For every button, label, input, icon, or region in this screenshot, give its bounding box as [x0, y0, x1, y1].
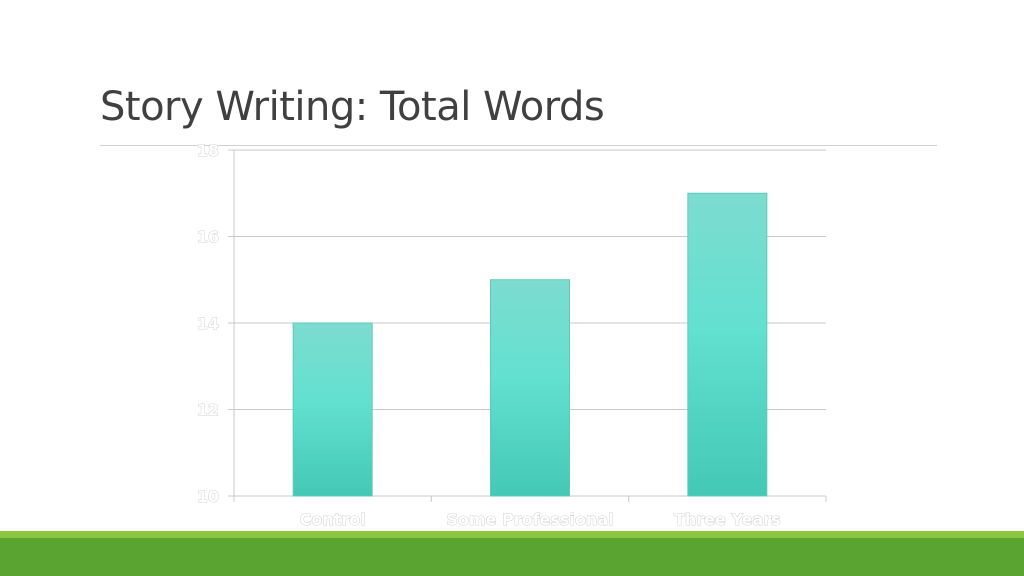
- y-tick-label: 10: [197, 487, 219, 506]
- y-tick-label: 12: [197, 401, 219, 420]
- y-tick-label: 16: [197, 228, 219, 247]
- x-category-label: Some Professional: [446, 510, 613, 529]
- footer-band-light: [0, 531, 1024, 538]
- title-divider: [100, 145, 937, 146]
- bar: [292, 322, 373, 497]
- footer-band-dark: [0, 538, 1024, 576]
- slide-title: Story Writing: Total Words: [100, 84, 605, 130]
- y-tick-label: 14: [197, 314, 219, 333]
- y-tick-label: 18: [197, 141, 219, 160]
- bars: [292, 192, 768, 497]
- x-category-label: Control: [300, 510, 366, 529]
- bar: [687, 192, 768, 497]
- x-category-label: Three Years: [674, 510, 781, 529]
- bar: [490, 279, 570, 497]
